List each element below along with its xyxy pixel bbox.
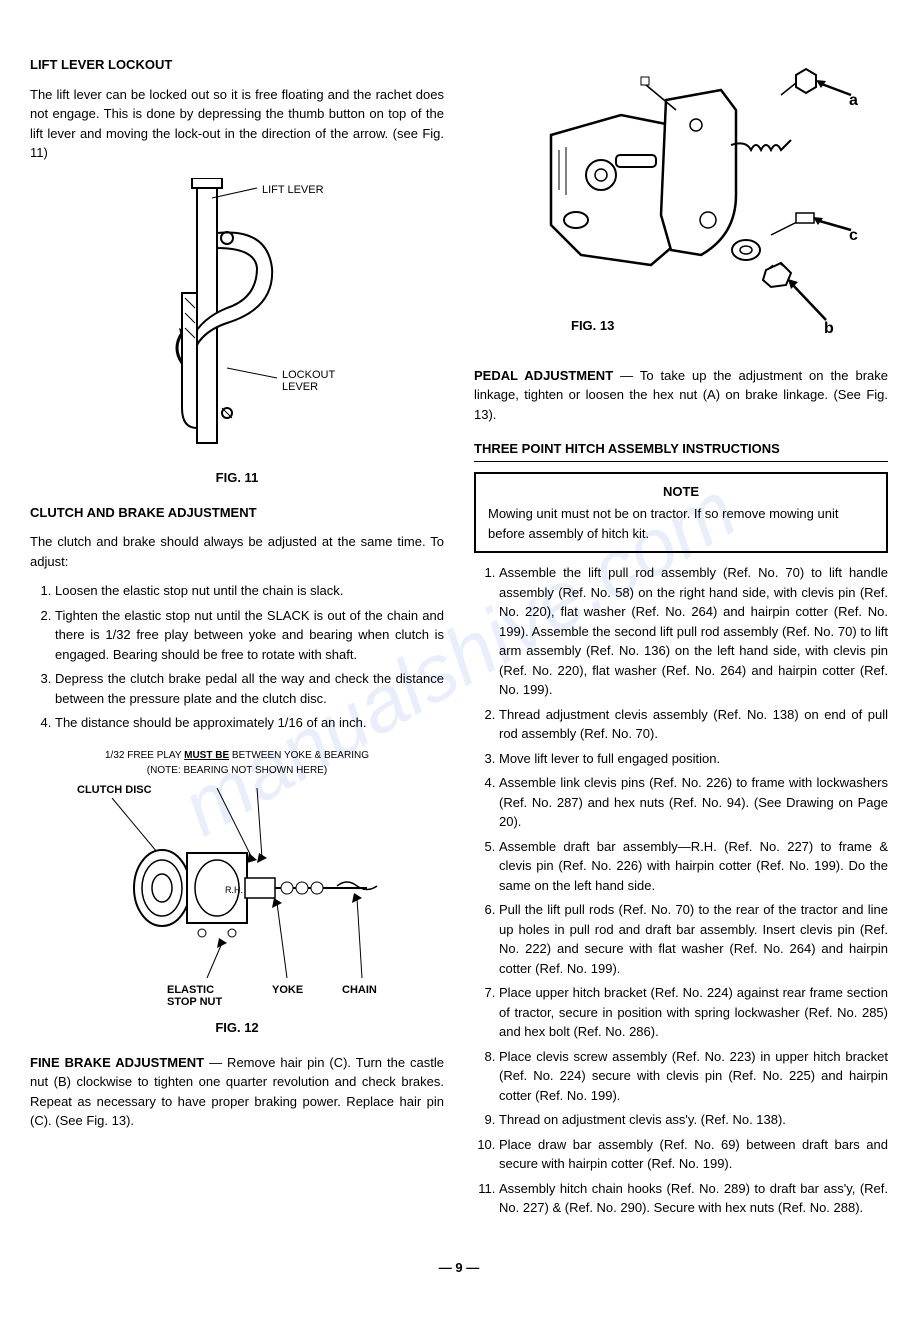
figure-12: 1/32 FREE PLAY MUST BE BETWEEN YOKE & BE…: [30, 748, 444, 1038]
fig11-lockout-label1: LOCKOUT: [282, 369, 335, 381]
page-content: LIFT LEVER LOCKOUT The lift lever can be…: [30, 40, 888, 1228]
fine-brake-para: FINE BRAKE ADJUSTMENT — Remove hair pin …: [30, 1053, 444, 1131]
fig12-top-caption: 1/32 FREE PLAY MUST BE BETWEEN YOKE & BE…: [30, 748, 444, 778]
fig13-caption: FIG. 13: [571, 318, 614, 333]
note-text: Mowing unit must not be on tractor. If s…: [488, 504, 874, 543]
lift-lever-title: LIFT LEVER LOCKOUT: [30, 55, 444, 75]
fig12-caption: FIG. 12: [215, 1018, 258, 1038]
fig12-elastic-label: ELASTIC: [167, 984, 214, 996]
assembly-step-3: Move lift lever to full engaged position…: [499, 749, 888, 769]
clutch-step-2: Tighten the elastic stop nut until the S…: [55, 606, 444, 665]
clutch-para: The clutch and brake should always be ad…: [30, 532, 444, 571]
fig13-label-c: c: [849, 227, 858, 244]
assembly-step-6: Pull the lift pull rods (Ref. No. 70) to…: [499, 900, 888, 978]
fig13-svg: a c b: [501, 55, 861, 345]
figure-13: a c b: [474, 55, 888, 351]
note-box: NOTE Mowing unit must not be on tractor.…: [474, 472, 888, 554]
fig11-lockout-label2: LEVER: [282, 381, 318, 393]
assembly-step-11: Assembly hitch chain hooks (Ref. No. 289…: [499, 1179, 888, 1218]
fig12-elastic-label2: STOP NUT: [167, 996, 222, 1008]
clutch-title: CLUTCH AND BRAKE ADJUSTMENT: [30, 503, 444, 523]
fig13-label-b: b: [824, 320, 834, 337]
lift-lever-para: The lift lever can be locked out so it i…: [30, 85, 444, 163]
assembly-step-7: Place upper hitch bracket (Ref. No. 224)…: [499, 983, 888, 1042]
assembly-step-1: Assemble the lift pull rod assembly (Ref…: [499, 563, 888, 700]
clutch-steps: Loosen the elastic stop nut until the ch…: [55, 581, 444, 733]
note-title: NOTE: [488, 482, 874, 502]
pedal-adj-para: PEDAL ADJUSTMENT — To take up the adjust…: [474, 366, 888, 425]
fig12-svg: CLUTCH DISC R.H.: [77, 778, 397, 1008]
fig12-yoke-label: YOKE: [272, 984, 303, 996]
assembly-step-2: Thread adjustment clevis assembly (Ref. …: [499, 705, 888, 744]
left-column: LIFT LEVER LOCKOUT The lift lever can be…: [30, 40, 444, 1228]
fig11-lift-label: LIFT LEVER: [262, 184, 324, 196]
page-number: — 9 —: [30, 1258, 888, 1278]
figure-11: LIFT LEVER LOCKOUT LEVER FIG. 11: [30, 178, 444, 488]
clutch-step-1: Loosen the elastic stop nut until the ch…: [55, 581, 444, 601]
assembly-step-10: Place draw bar assembly (Ref. No. 69) be…: [499, 1135, 888, 1174]
three-point-title: THREE POINT HITCH ASSEMBLY INSTRUCTIONS: [474, 439, 888, 462]
svg-text:R.H.: R.H.: [225, 885, 243, 895]
assembly-step-4: Assemble link clevis pins (Ref. No. 226)…: [499, 773, 888, 832]
fig12-chain-label: CHAIN: [342, 984, 377, 996]
assembly-step-5: Assemble draft bar assembly—R.H. (Ref. N…: [499, 837, 888, 896]
fig13-label-a: a: [849, 92, 858, 109]
assembly-steps: Assemble the lift pull rod assembly (Ref…: [499, 563, 888, 1218]
assembly-step-8: Place clevis screw assembly (Ref. No. 22…: [499, 1047, 888, 1106]
clutch-step-3: Depress the clutch brake pedal all the w…: [55, 669, 444, 708]
fig11-caption: FIG. 11: [30, 468, 444, 488]
fig12-clutch-label: CLUTCH DISC: [77, 784, 152, 796]
assembly-step-9: Thread on adjustment clevis ass'y. (Ref.…: [499, 1110, 888, 1130]
clutch-step-4: The distance should be approximately 1/1…: [55, 713, 444, 733]
right-column: a c b: [474, 40, 888, 1228]
fig11-svg: LIFT LEVER LOCKOUT LEVER: [97, 178, 377, 458]
